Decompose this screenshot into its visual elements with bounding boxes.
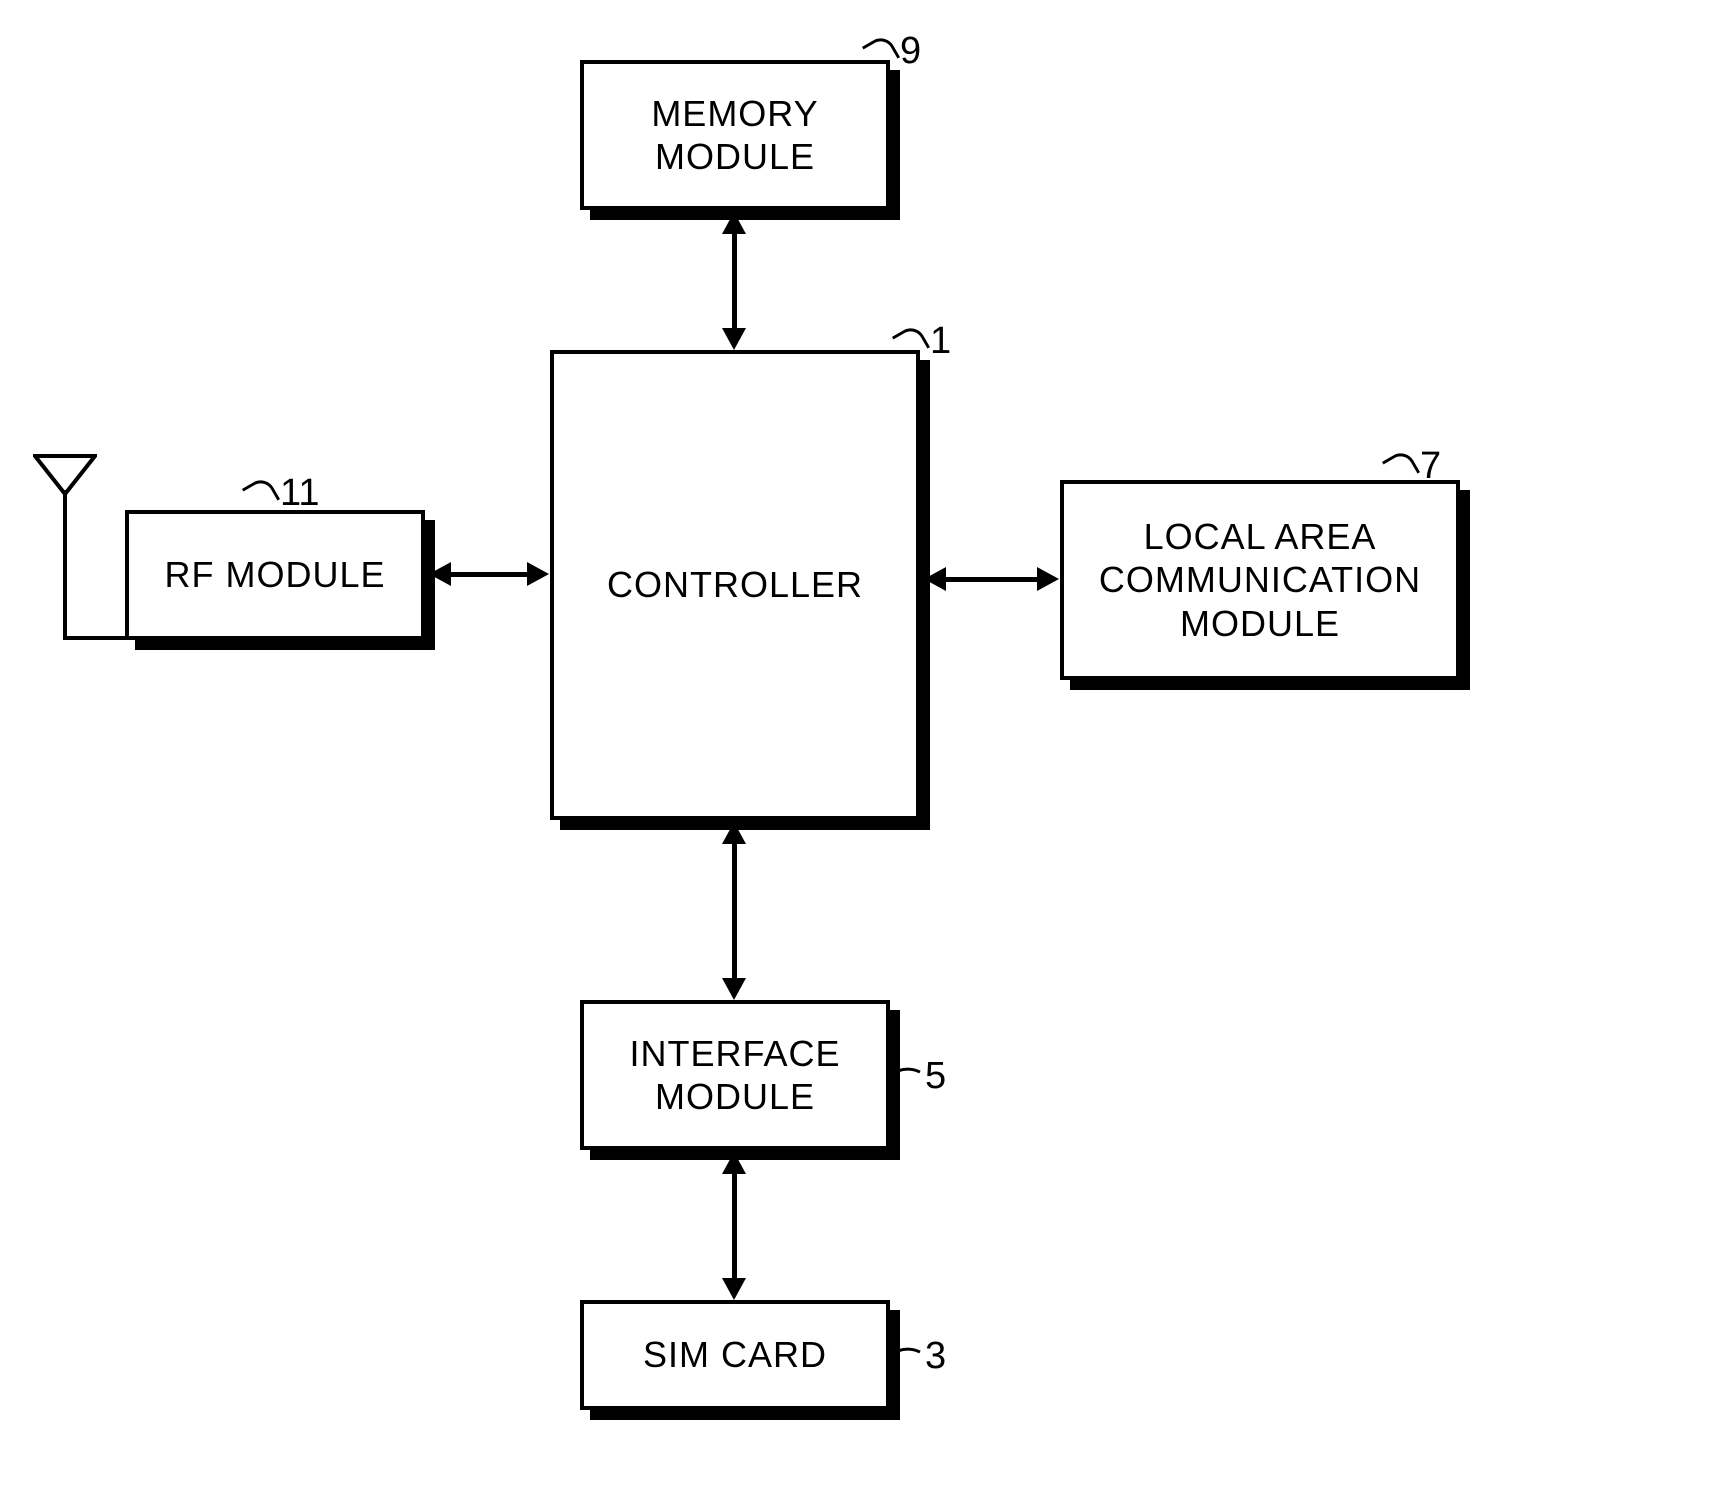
rf-label: RF MODULE: [164, 553, 385, 596]
memory-ref: 9: [900, 30, 921, 73]
arrow-controller-interface: [732, 842, 737, 982]
interface-block: INTERFACE MODULE: [580, 1000, 890, 1150]
interface-label: INTERFACE MODULE: [629, 1032, 840, 1118]
interface-ref-curve: [890, 1060, 925, 1090]
antenna-base: [63, 636, 125, 640]
arrow-controller-local-head-left: [924, 567, 946, 591]
sim-ref-curve: [890, 1340, 925, 1370]
arrow-rf-controller-head-right: [527, 562, 549, 586]
memory-label: MEMORY MODULE: [651, 92, 818, 178]
arrow-interface-sim: [732, 1172, 737, 1282]
rf-ref: 11: [280, 472, 319, 515]
sim-ref: 3: [925, 1335, 946, 1378]
arrow-controller-interface-head-down: [722, 978, 746, 1000]
interface-ref: 5: [925, 1055, 946, 1098]
sim-block: SIM CARD: [580, 1300, 890, 1410]
diagram-canvas: MEMORY MODULE 9 CONTROLLER 1 RF MODULE 1…: [0, 0, 1729, 1510]
local-ref: 7: [1420, 445, 1441, 488]
arrow-controller-local-head-right: [1037, 567, 1059, 591]
arrow-memory-controller: [732, 232, 737, 338]
rf-block: RF MODULE: [125, 510, 425, 640]
antenna-icon: [33, 454, 97, 498]
arrow-controller-local: [944, 577, 1041, 582]
sim-label: SIM CARD: [643, 1333, 827, 1376]
antenna-stem: [63, 490, 67, 640]
arrow-rf-controller-head-left: [429, 562, 451, 586]
controller-label: CONTROLLER: [607, 563, 863, 606]
arrow-interface-sim-head-up: [722, 1152, 746, 1174]
controller-block: CONTROLLER: [550, 350, 920, 820]
local-label: LOCAL AREA COMMUNICATION MODULE: [1099, 515, 1421, 645]
arrow-memory-controller-head-up: [722, 212, 746, 234]
arrow-rf-controller: [449, 572, 531, 577]
memory-block: MEMORY MODULE: [580, 60, 890, 210]
arrow-interface-sim-head-down: [722, 1278, 746, 1300]
controller-ref: 1: [930, 320, 951, 363]
local-block: LOCAL AREA COMMUNICATION MODULE: [1060, 480, 1460, 680]
arrow-memory-controller-head-down: [722, 328, 746, 350]
arrow-controller-interface-head-up: [722, 822, 746, 844]
rf-ref-hook: [242, 475, 280, 513]
